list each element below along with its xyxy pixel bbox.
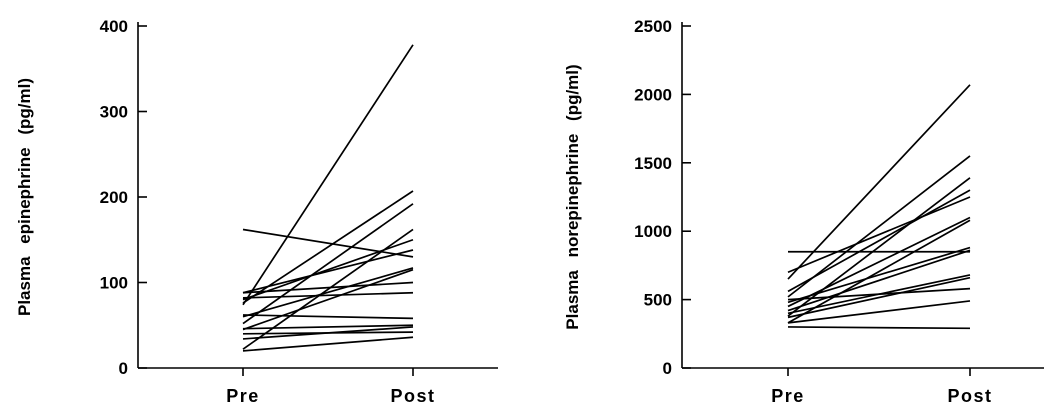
- x-tick-label-pre: Pre: [226, 386, 260, 406]
- subject-line-9: [242, 268, 414, 331]
- y-tick-label: 0: [119, 359, 128, 378]
- subject-line-1: [242, 44, 414, 306]
- subject-line-12: [242, 314, 414, 320]
- y-tick-label: 400: [100, 17, 128, 36]
- subject-line-1: [787, 84, 971, 280]
- subject-line-7: [787, 219, 971, 324]
- subject-line-14: [787, 300, 971, 324]
- y-tick-label: 1500: [634, 154, 672, 173]
- subject-line-6: [787, 216, 971, 308]
- x-tick-label-pre: Pre: [771, 386, 805, 406]
- subject-line-5: [787, 196, 971, 274]
- subject-line-5: [242, 228, 414, 258]
- subject-line-15: [242, 331, 414, 335]
- subject-line-8: [242, 267, 414, 318]
- subject-line-6: [242, 238, 414, 301]
- subject-line-11: [242, 291, 414, 299]
- norepinephrine-chart: 0 500 1000 1500 2000 2500 Pre Post Plasma norepi…: [563, 17, 1044, 406]
- subject-line-7: [242, 249, 414, 294]
- subject-line-16: [242, 336, 414, 352]
- subject-line-2: [242, 190, 414, 304]
- subject-line-10: [787, 249, 971, 312]
- y-tick-label: 0: [663, 359, 672, 378]
- subject-line-3: [242, 203, 414, 325]
- subject-line-9: [787, 246, 971, 304]
- y-axis-title: Plasma norepinephrine (pg/ml): [563, 64, 582, 329]
- x-tick-label-post: Post: [390, 386, 435, 406]
- y-tick-label: 1000: [634, 222, 672, 241]
- subject-line-15: [787, 326, 971, 330]
- y-tick-label: 2500: [634, 17, 672, 36]
- x-tick-label-post: Post: [947, 386, 992, 406]
- subject-line-12: [787, 276, 971, 319]
- y-tick-label: 500: [644, 291, 672, 310]
- y-tick-label: 200: [100, 188, 128, 207]
- subject-line-2: [787, 155, 971, 298]
- y-axis-title: Plasma epinephrine (pg/ml): [15, 78, 34, 316]
- subject-line-13: [242, 324, 414, 330]
- subject-line-13: [787, 287, 971, 301]
- y-tick-label: 100: [100, 274, 128, 293]
- epinephrine-chart: 0 100 200 300 400 Pre Post Plasma epinephrine (…: [15, 17, 498, 406]
- subject-line-10: [242, 281, 414, 294]
- y-tick-label: 2000: [634, 85, 672, 104]
- subject-line-3: [787, 177, 971, 317]
- subject-line-4: [787, 189, 971, 293]
- y-tick-label: 300: [100, 103, 128, 122]
